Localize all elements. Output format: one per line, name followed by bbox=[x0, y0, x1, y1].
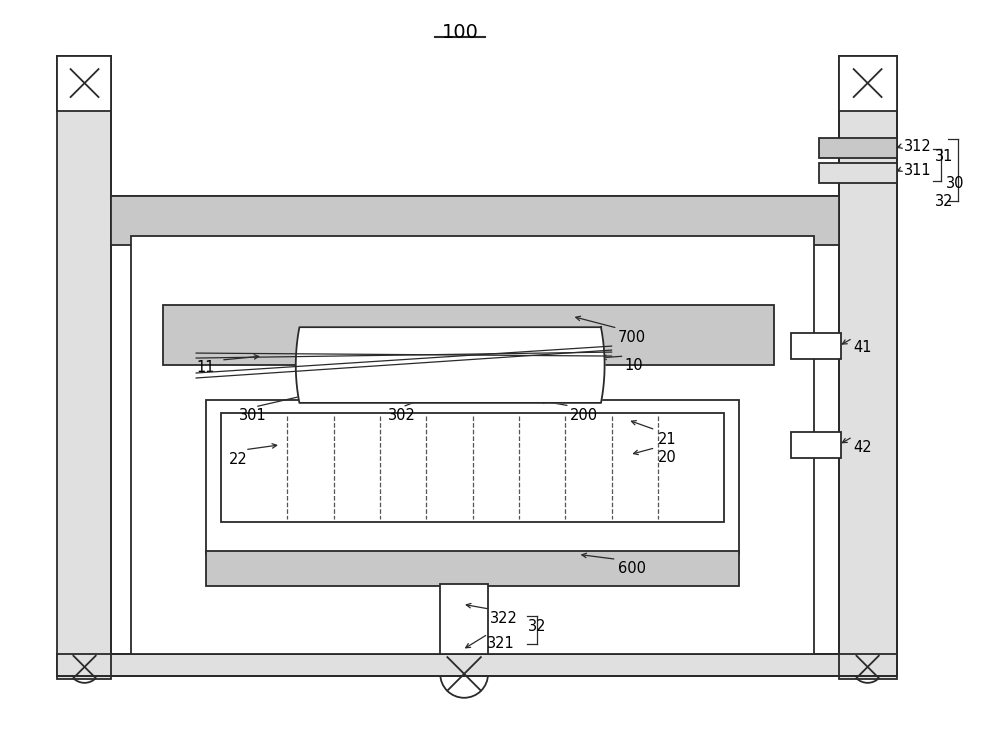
Bar bbox=[57, 56, 111, 111]
Text: 301: 301 bbox=[239, 408, 267, 423]
Text: 300: 300 bbox=[570, 388, 598, 403]
Text: 22: 22 bbox=[229, 452, 248, 467]
Text: 302: 302 bbox=[388, 408, 416, 423]
Text: 11: 11 bbox=[196, 360, 215, 375]
Polygon shape bbox=[296, 327, 605, 403]
Text: 20: 20 bbox=[657, 450, 676, 465]
Bar bbox=[221, 413, 724, 522]
Bar bbox=[57, 654, 897, 676]
Text: 10: 10 bbox=[625, 358, 643, 373]
Text: 32: 32 bbox=[935, 193, 954, 208]
Text: 100: 100 bbox=[442, 23, 479, 43]
Text: 21: 21 bbox=[657, 432, 676, 447]
Text: 322: 322 bbox=[490, 611, 518, 626]
Bar bbox=[111, 196, 839, 246]
Bar bbox=[57, 56, 111, 679]
Text: 32: 32 bbox=[528, 619, 546, 634]
Text: 31: 31 bbox=[935, 149, 954, 164]
Text: 600: 600 bbox=[618, 561, 646, 576]
Text: 200: 200 bbox=[570, 408, 598, 423]
Bar bbox=[839, 56, 897, 679]
Bar bbox=[440, 584, 488, 654]
Text: 312: 312 bbox=[903, 139, 931, 154]
Text: 700: 700 bbox=[618, 330, 646, 345]
Bar bbox=[206, 551, 739, 586]
Bar bbox=[131, 235, 814, 654]
Bar bbox=[791, 432, 841, 458]
Bar bbox=[791, 333, 841, 359]
Text: 42: 42 bbox=[854, 440, 872, 455]
Bar bbox=[839, 56, 897, 111]
Bar bbox=[206, 400, 739, 554]
Text: 41: 41 bbox=[854, 340, 872, 355]
Text: 30: 30 bbox=[946, 176, 965, 190]
Text: 311: 311 bbox=[903, 163, 931, 178]
Bar bbox=[819, 138, 897, 158]
Bar bbox=[819, 163, 897, 183]
Bar bbox=[163, 306, 774, 365]
Text: 321: 321 bbox=[487, 636, 515, 651]
